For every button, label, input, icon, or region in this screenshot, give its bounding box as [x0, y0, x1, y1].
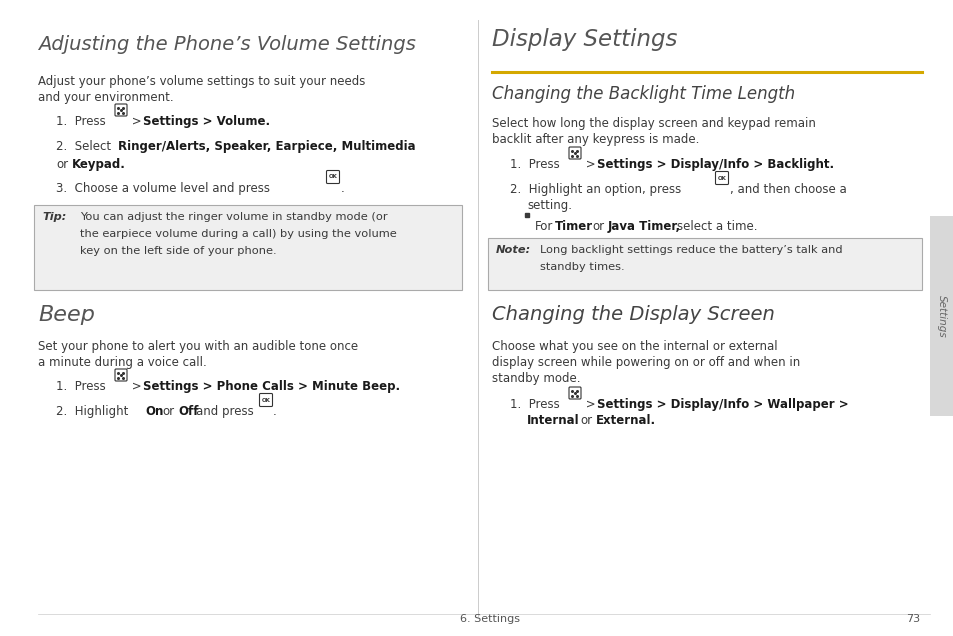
- Text: Long backlight settings reduce the battery’s talk and: Long backlight settings reduce the batte…: [539, 245, 841, 255]
- Text: Changing the Display Screen: Changing the Display Screen: [492, 305, 774, 324]
- Text: .: .: [273, 405, 276, 418]
- Text: setting.: setting.: [526, 199, 572, 212]
- Text: Settings > Display/Info > Backlight.: Settings > Display/Info > Backlight.: [597, 158, 833, 171]
- Text: >: >: [581, 398, 598, 411]
- Text: On: On: [145, 405, 163, 418]
- Text: >: >: [581, 158, 598, 171]
- Text: Tip:: Tip:: [42, 212, 66, 222]
- Text: , and then choose a: , and then choose a: [729, 183, 846, 196]
- Text: 1.  Press: 1. Press: [56, 115, 106, 128]
- Text: 1.  Press: 1. Press: [510, 158, 559, 171]
- Text: and press: and press: [195, 405, 253, 418]
- Text: OK: OK: [261, 398, 270, 403]
- Text: and your environment.: and your environment.: [38, 91, 173, 104]
- Bar: [929, 216, 953, 416]
- Text: 1.  Press: 1. Press: [56, 380, 106, 393]
- Text: Adjust your phone’s volume settings to suit your needs: Adjust your phone’s volume settings to s…: [38, 75, 365, 88]
- FancyBboxPatch shape: [715, 172, 728, 184]
- Text: or: or: [579, 414, 592, 427]
- FancyBboxPatch shape: [568, 147, 580, 159]
- Text: You can adjust the ringer volume in standby mode (or: You can adjust the ringer volume in stan…: [80, 212, 387, 222]
- Text: Note:: Note:: [496, 245, 531, 255]
- Text: 1.  Press: 1. Press: [510, 398, 559, 411]
- Text: Settings > Display/Info > Wallpaper >: Settings > Display/Info > Wallpaper >: [597, 398, 848, 411]
- Text: For: For: [535, 220, 553, 233]
- Text: backlit after any keypress is made.: backlit after any keypress is made.: [492, 133, 699, 146]
- Text: OK: OK: [328, 174, 337, 179]
- Text: Choose what you see on the internal or external: Choose what you see on the internal or e…: [492, 340, 777, 353]
- FancyBboxPatch shape: [115, 369, 127, 381]
- Text: Adjusting the Phone’s Volume Settings: Adjusting the Phone’s Volume Settings: [38, 35, 416, 54]
- Text: a minute during a voice call.: a minute during a voice call.: [38, 356, 207, 369]
- Text: Set your phone to alert you with an audible tone once: Set your phone to alert you with an audi…: [38, 340, 357, 353]
- Text: 2.  Select: 2. Select: [56, 140, 111, 153]
- Text: or: or: [56, 158, 68, 171]
- Text: >: >: [128, 115, 145, 128]
- Text: Beep: Beep: [38, 305, 94, 325]
- Text: Off: Off: [178, 405, 198, 418]
- Text: 2.  Highlight an option, press: 2. Highlight an option, press: [510, 183, 680, 196]
- FancyBboxPatch shape: [568, 387, 580, 399]
- Text: Internal: Internal: [526, 414, 579, 427]
- Text: OK: OK: [717, 176, 725, 181]
- Text: the earpiece volume during a call) by using the volume: the earpiece volume during a call) by us…: [80, 229, 396, 239]
- Text: 3.  Choose a volume level and press: 3. Choose a volume level and press: [56, 182, 270, 195]
- Text: or: or: [162, 405, 174, 418]
- Bar: [34, 205, 461, 290]
- Text: key on the left side of your phone.: key on the left side of your phone.: [80, 246, 276, 256]
- Text: standby times.: standby times.: [539, 262, 624, 272]
- Text: External.: External.: [596, 414, 656, 427]
- Text: Display Settings: Display Settings: [492, 28, 677, 51]
- Text: >: >: [128, 380, 145, 393]
- Text: Changing the Backlight Time Length: Changing the Backlight Time Length: [492, 85, 794, 103]
- FancyBboxPatch shape: [259, 394, 273, 406]
- Text: Java Timer,: Java Timer,: [607, 220, 680, 233]
- Text: .: .: [340, 182, 344, 195]
- Text: Timer: Timer: [555, 220, 593, 233]
- Text: display screen while powering on or off and when in: display screen while powering on or off …: [492, 356, 800, 369]
- Text: 6. Settings: 6. Settings: [459, 614, 519, 624]
- Bar: [488, 238, 921, 290]
- FancyBboxPatch shape: [115, 104, 127, 116]
- Text: Settings > Volume.: Settings > Volume.: [143, 115, 270, 128]
- Text: Ringer/Alerts, Speaker, Earpiece, Multimedia: Ringer/Alerts, Speaker, Earpiece, Multim…: [118, 140, 416, 153]
- Text: 2.  Highlight: 2. Highlight: [56, 405, 129, 418]
- Text: Settings: Settings: [936, 294, 946, 337]
- Text: or: or: [592, 220, 603, 233]
- Text: Keypad.: Keypad.: [71, 158, 126, 171]
- FancyBboxPatch shape: [326, 170, 339, 184]
- Text: 73: 73: [905, 614, 919, 624]
- Text: Settings > Phone Calls > Minute Beep.: Settings > Phone Calls > Minute Beep.: [143, 380, 399, 393]
- Text: standby mode.: standby mode.: [492, 372, 579, 385]
- Text: Select how long the display screen and keypad remain: Select how long the display screen and k…: [492, 117, 815, 130]
- Text: select a time.: select a time.: [677, 220, 757, 233]
